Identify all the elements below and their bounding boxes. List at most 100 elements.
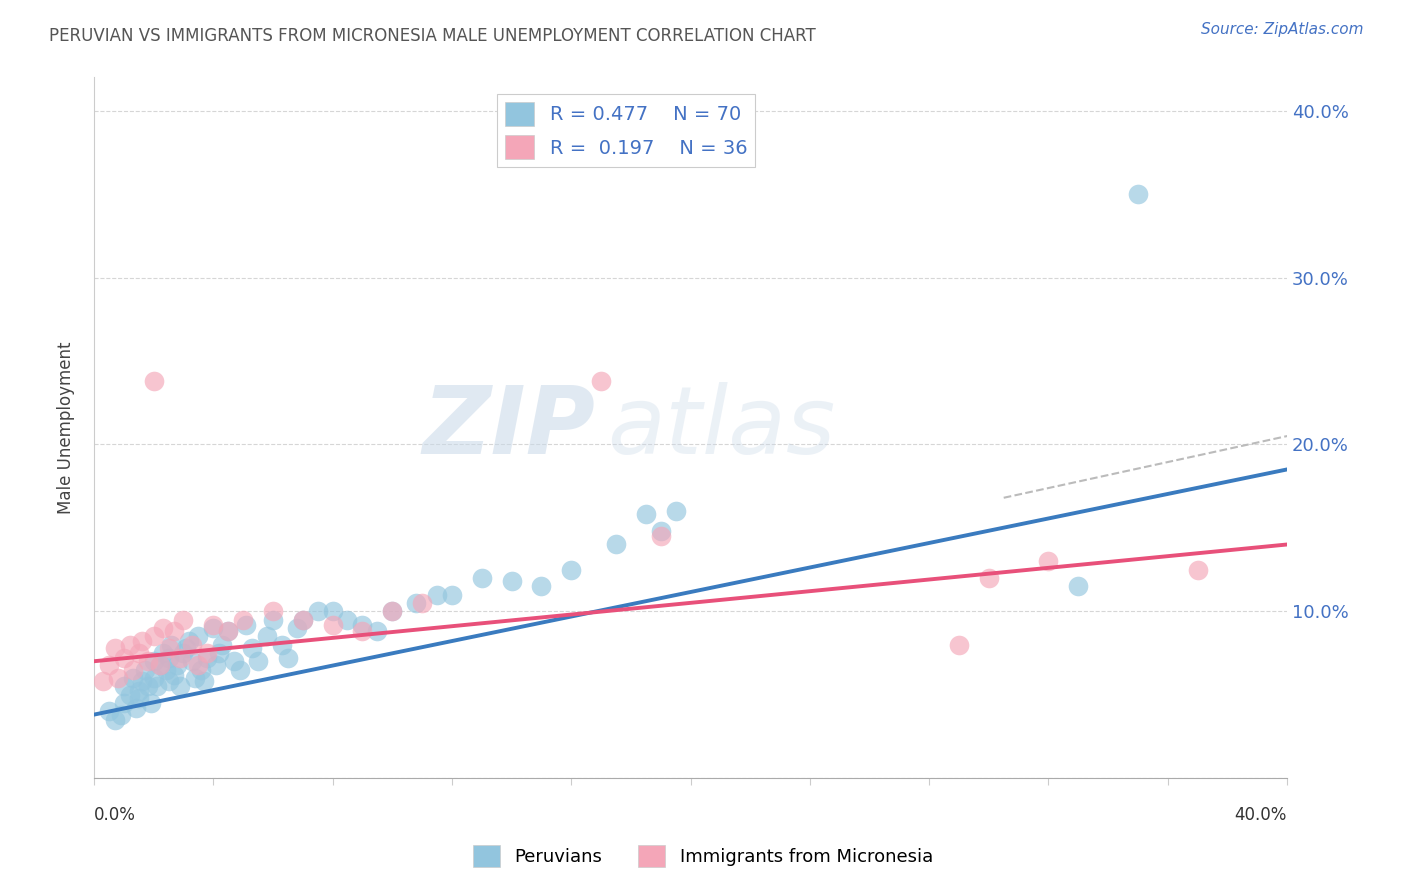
Point — [352, 624, 374, 639]
Point — [157, 640, 180, 655]
Point — [665, 504, 688, 518]
Text: atlas: atlas — [607, 383, 835, 474]
Point — [605, 537, 627, 551]
Legend: Peruvians, Immigrants from Micronesia: Peruvians, Immigrants from Micronesia — [465, 838, 941, 874]
Point — [152, 621, 174, 635]
Point — [211, 638, 233, 652]
Point — [142, 629, 165, 643]
Point — [202, 621, 225, 635]
Point — [948, 638, 970, 652]
Point — [262, 604, 284, 618]
Point — [405, 596, 427, 610]
Point — [977, 571, 1000, 585]
Point — [426, 588, 449, 602]
Point — [163, 667, 186, 681]
Point — [166, 657, 188, 672]
Point — [240, 640, 263, 655]
Point — [193, 674, 215, 689]
Point — [1187, 562, 1209, 576]
Point — [128, 690, 150, 705]
Point — [157, 651, 180, 665]
Point — [1067, 579, 1090, 593]
Point — [160, 638, 183, 652]
Point — [131, 674, 153, 689]
Point — [224, 654, 246, 668]
Point — [187, 657, 209, 672]
Point — [142, 654, 165, 668]
Point — [136, 654, 159, 668]
Point — [256, 629, 278, 643]
Point — [172, 613, 194, 627]
Point — [139, 696, 162, 710]
Point — [169, 651, 191, 665]
Point — [104, 713, 127, 727]
Point — [217, 624, 239, 639]
Point — [352, 617, 374, 632]
Point — [121, 671, 143, 685]
Point — [277, 651, 299, 665]
Point — [285, 621, 308, 635]
Y-axis label: Male Unemployment: Male Unemployment — [58, 342, 75, 514]
Point — [589, 374, 612, 388]
Point — [97, 657, 120, 672]
Point — [246, 654, 269, 668]
Point — [112, 651, 135, 665]
Point — [128, 646, 150, 660]
Point — [1038, 554, 1060, 568]
Point — [336, 613, 359, 627]
Text: PERUVIAN VS IMMIGRANTS FROM MICRONESIA MALE UNEMPLOYMENT CORRELATION CHART: PERUVIAN VS IMMIGRANTS FROM MICRONESIA M… — [49, 27, 815, 45]
Text: ZIP: ZIP — [422, 382, 595, 474]
Point — [136, 679, 159, 693]
Point — [148, 657, 170, 672]
Point — [232, 613, 254, 627]
Point — [229, 663, 252, 677]
Point — [291, 613, 314, 627]
Point — [381, 604, 404, 618]
Point — [195, 651, 218, 665]
Point — [110, 707, 132, 722]
Point — [179, 634, 201, 648]
Point — [112, 696, 135, 710]
Point — [145, 679, 167, 693]
Point — [148, 657, 170, 672]
Point — [157, 674, 180, 689]
Legend: R = 0.477    N = 70, R =  0.197    N = 36: R = 0.477 N = 70, R = 0.197 N = 36 — [498, 95, 755, 167]
Point — [202, 617, 225, 632]
Point — [181, 654, 204, 668]
Point — [104, 640, 127, 655]
Point — [91, 674, 114, 689]
Point — [291, 613, 314, 627]
Point — [107, 671, 129, 685]
Point — [97, 704, 120, 718]
Point — [142, 374, 165, 388]
Point — [471, 571, 494, 585]
Point — [176, 640, 198, 655]
Point — [172, 646, 194, 660]
Point — [322, 604, 344, 618]
Point — [125, 701, 148, 715]
Point — [208, 646, 231, 660]
Point — [181, 638, 204, 652]
Point — [118, 638, 141, 652]
Point — [155, 663, 177, 677]
Point — [134, 663, 156, 677]
Point — [411, 596, 433, 610]
Point — [530, 579, 553, 593]
Point — [163, 624, 186, 639]
Point — [440, 588, 463, 602]
Point — [270, 638, 292, 652]
Point — [131, 634, 153, 648]
Point — [190, 663, 212, 677]
Point — [142, 671, 165, 685]
Point — [322, 617, 344, 632]
Point — [128, 684, 150, 698]
Text: Source: ZipAtlas.com: Source: ZipAtlas.com — [1201, 22, 1364, 37]
Point — [217, 624, 239, 639]
Point — [112, 679, 135, 693]
Point — [118, 688, 141, 702]
Point — [205, 657, 228, 672]
Point — [634, 508, 657, 522]
Point — [650, 524, 672, 538]
Point — [650, 529, 672, 543]
Point — [235, 617, 257, 632]
